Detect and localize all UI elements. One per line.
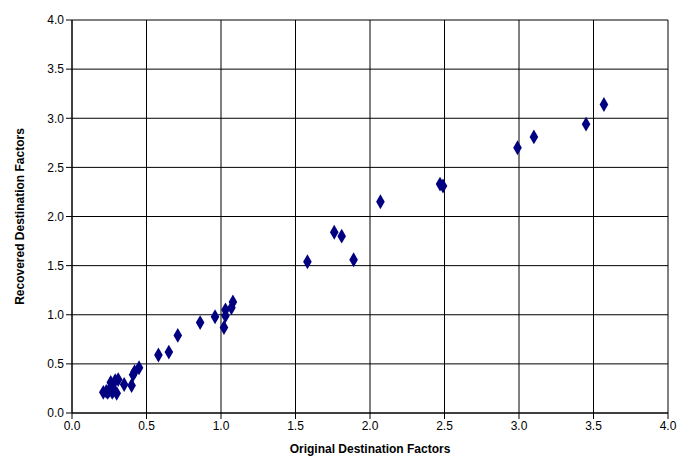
svg-text:Recovered Destination Factors: Recovered Destination Factors — [13, 128, 27, 305]
svg-text:1.0: 1.0 — [47, 308, 64, 322]
svg-text:3.5: 3.5 — [47, 62, 64, 76]
svg-text:0.5: 0.5 — [47, 357, 64, 371]
svg-text:Original Destination Factors: Original Destination Factors — [290, 442, 451, 456]
svg-text:3.0: 3.0 — [47, 112, 64, 126]
svg-text:0.5: 0.5 — [138, 419, 155, 433]
svg-text:2.0: 2.0 — [362, 419, 379, 433]
svg-text:1.5: 1.5 — [287, 419, 304, 433]
svg-text:2.5: 2.5 — [436, 419, 453, 433]
svg-text:4.0: 4.0 — [47, 13, 64, 27]
svg-text:0.0: 0.0 — [64, 419, 81, 433]
svg-text:3.0: 3.0 — [511, 419, 528, 433]
svg-text:2.0: 2.0 — [47, 210, 64, 224]
svg-text:2.5: 2.5 — [47, 161, 64, 175]
svg-text:0.0: 0.0 — [47, 406, 64, 420]
svg-text:1.0: 1.0 — [213, 419, 230, 433]
svg-text:3.5: 3.5 — [585, 419, 602, 433]
svg-text:1.5: 1.5 — [47, 259, 64, 273]
svg-text:4.0: 4.0 — [660, 419, 677, 433]
